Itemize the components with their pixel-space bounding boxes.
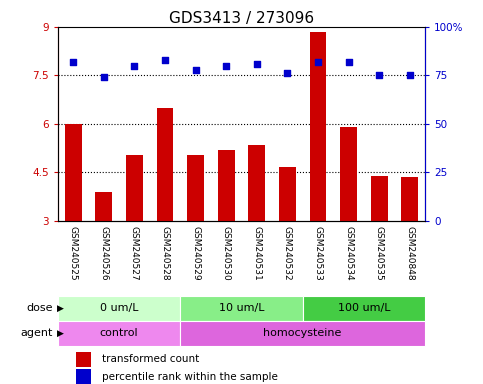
Point xyxy=(222,63,230,69)
Bar xyxy=(76,369,91,384)
Text: GSM240848: GSM240848 xyxy=(405,226,414,281)
Text: GSM240535: GSM240535 xyxy=(375,226,384,281)
Title: GDS3413 / 273096: GDS3413 / 273096 xyxy=(169,11,314,26)
Text: 10 um/L: 10 um/L xyxy=(219,303,264,313)
Bar xyxy=(180,321,425,346)
Text: GSM240530: GSM240530 xyxy=(222,226,231,281)
Bar xyxy=(156,108,173,221)
Text: transformed count: transformed count xyxy=(102,354,199,364)
Text: GSM240531: GSM240531 xyxy=(252,226,261,281)
Text: 100 um/L: 100 um/L xyxy=(338,303,390,313)
Bar xyxy=(180,296,303,321)
Text: homocysteine: homocysteine xyxy=(264,328,342,338)
Bar xyxy=(279,167,296,221)
Bar xyxy=(187,154,204,221)
Text: GSM240533: GSM240533 xyxy=(313,226,323,281)
Point xyxy=(314,59,322,65)
Text: GSM240528: GSM240528 xyxy=(160,226,170,281)
Bar xyxy=(371,175,387,221)
Text: GSM240525: GSM240525 xyxy=(69,226,78,281)
Text: dose: dose xyxy=(27,303,53,313)
Bar xyxy=(58,321,180,346)
Bar xyxy=(248,145,265,221)
Text: ▶: ▶ xyxy=(57,329,64,338)
Bar xyxy=(303,296,425,321)
Point xyxy=(284,70,291,76)
Bar xyxy=(58,296,180,321)
Bar xyxy=(76,352,91,367)
Point xyxy=(406,72,413,78)
Text: GSM240527: GSM240527 xyxy=(130,226,139,281)
Bar xyxy=(126,154,143,221)
Bar xyxy=(96,192,112,221)
Text: percentile rank within the sample: percentile rank within the sample xyxy=(102,372,278,382)
Text: GSM240534: GSM240534 xyxy=(344,226,353,281)
Bar xyxy=(340,127,357,221)
Point xyxy=(100,74,108,80)
Text: GSM240532: GSM240532 xyxy=(283,226,292,281)
Text: GSM240526: GSM240526 xyxy=(99,226,108,281)
Bar xyxy=(310,32,327,221)
Bar xyxy=(218,150,235,221)
Point xyxy=(130,63,138,69)
Point xyxy=(375,72,383,78)
Text: ▶: ▶ xyxy=(57,304,64,313)
Text: 0 um/L: 0 um/L xyxy=(100,303,139,313)
Point xyxy=(192,66,199,73)
Bar xyxy=(401,177,418,221)
Point xyxy=(345,59,353,65)
Point xyxy=(253,61,261,67)
Bar xyxy=(65,124,82,221)
Text: agent: agent xyxy=(21,328,53,338)
Point xyxy=(70,59,77,65)
Point xyxy=(161,57,169,63)
Text: control: control xyxy=(100,328,139,338)
Text: GSM240529: GSM240529 xyxy=(191,226,200,281)
